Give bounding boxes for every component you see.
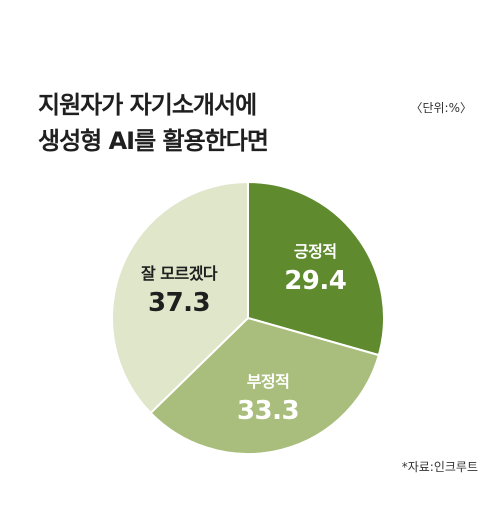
slice-value-1: 33.3 — [237, 396, 299, 426]
slice-label-1: 부정적 — [247, 372, 290, 391]
chart-title: 지원자가 자기소개서에 생성형 AI를 활용한다면 — [38, 87, 269, 159]
chart-title-line-2: 생성형 AI를 활용한다면 — [38, 127, 269, 155]
source-note: *자료:인크루트 — [401, 460, 478, 474]
slice-label-2: 잘 모르겠다 — [141, 264, 218, 283]
pie-slice-1 — [149, 316, 381, 455]
pie-slice-0 — [247, 180, 385, 357]
pie-slice-2 — [111, 180, 249, 415]
slice-value-0: 29.4 — [284, 266, 346, 296]
unit-label: 〈단위:%〉 — [410, 101, 472, 115]
slice-label-0: 긍정적 — [294, 242, 337, 261]
slice-value-2: 37.3 — [148, 288, 210, 318]
chart-title-line-1: 지원자가 자기소개서에 — [38, 91, 257, 119]
